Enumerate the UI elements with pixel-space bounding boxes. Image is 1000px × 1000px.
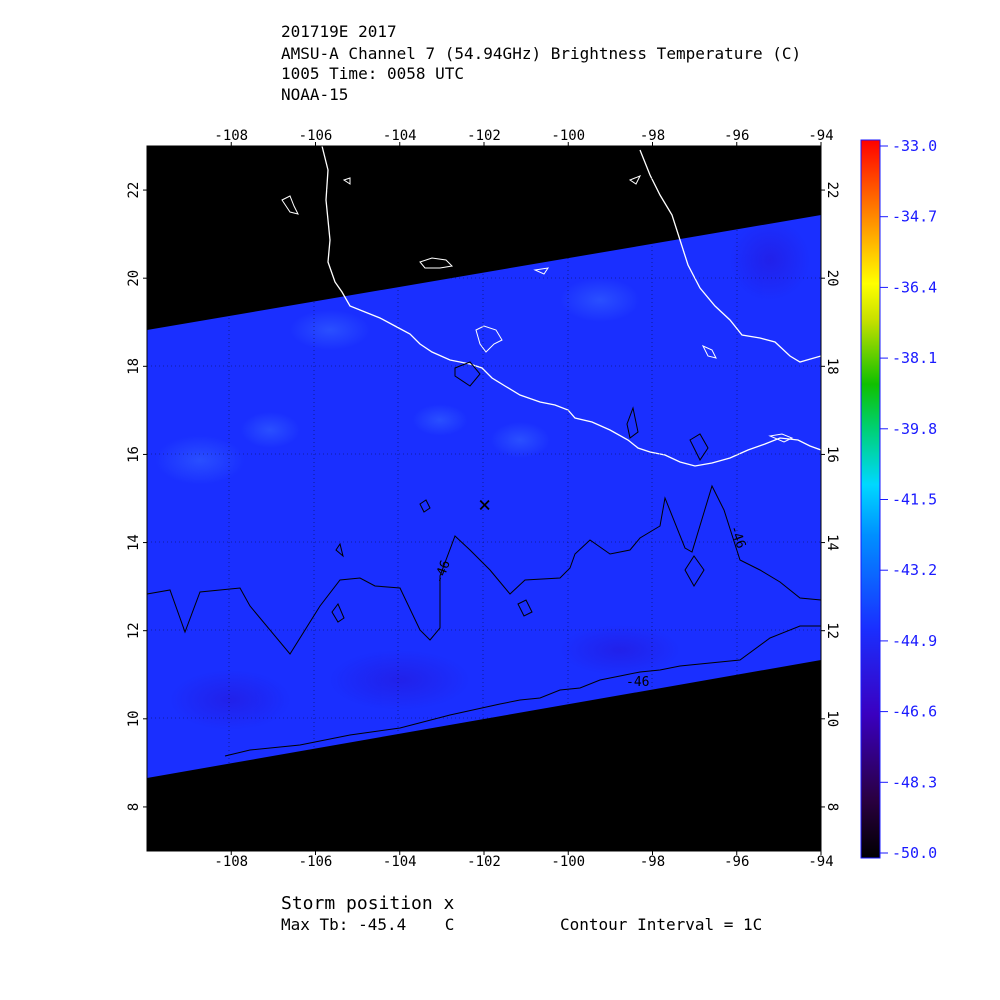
lat-tick-label: 16	[824, 446, 840, 463]
lon-tick-label: -94	[808, 128, 833, 144]
title-line-3: 1005 Time: 0058 UTC	[281, 64, 465, 83]
lon-tick-label: -100	[551, 128, 585, 144]
lon-tick-label: -106	[299, 128, 333, 144]
lat-tick-label: 8	[126, 803, 142, 811]
lat-tick-label: 10	[126, 710, 142, 727]
lat-tick-label: 18	[824, 358, 840, 375]
lat-tick-label: 12	[824, 622, 840, 639]
colorbar-tick-label: -34.7	[892, 208, 937, 226]
coastline	[321, 146, 821, 467]
contour-interval-readout: Contour Interval = 1C	[560, 915, 763, 934]
max-tb-readout: Max Tb: -45.4 C	[281, 915, 455, 934]
islands	[281, 175, 794, 443]
colorbar-tick-label: -33.0	[892, 137, 937, 155]
storm-position-legend: Storm position x	[281, 893, 455, 914]
latitude-ticks-left: 8 10 12 14 16 18 20 22	[126, 182, 147, 811]
lon-tick-label: -96	[724, 854, 749, 870]
colorbar-tick-label: -46.6	[892, 703, 937, 721]
lon-tick-label: -104	[383, 128, 417, 144]
longitude-ticks-top: -108 -106 -104 -102 -100 -98 -96 -94	[214, 128, 834, 146]
lon-tick-label: -108	[214, 128, 248, 144]
colorbar-tick-label: -38.1	[892, 349, 937, 367]
lat-tick-label: 20	[824, 270, 840, 287]
lon-tick-label: -96	[724, 128, 749, 144]
lon-tick-label: -106	[299, 854, 333, 870]
lon-tick-label: -94	[808, 854, 833, 870]
colorbar-tick-label: -41.5	[892, 491, 937, 509]
lon-tick-label: -98	[640, 854, 665, 870]
coastline-gulf	[639, 149, 821, 363]
lat-tick-label: 20	[126, 270, 142, 287]
storm-position-marker: ×	[478, 493, 491, 518]
latitude-ticks-right: 8 10 12 14 16 18 20 22	[821, 182, 840, 811]
lat-tick-label: 16	[126, 446, 142, 463]
contour-label: -46	[626, 675, 649, 690]
colorbar-tick-label: -44.9	[892, 632, 937, 650]
colorbar	[860, 139, 881, 859]
lat-tick-label: 14	[824, 534, 840, 551]
gridlines	[147, 146, 821, 851]
lat-tick-label: 8	[824, 803, 840, 811]
title-line-1: 201719E 2017	[281, 22, 397, 41]
contour-lines	[147, 361, 821, 757]
lon-tick-label: -108	[214, 854, 248, 870]
lat-tick-label: 12	[126, 622, 142, 639]
title-line-2: AMSU-A Channel 7 (54.94GHz) Brightness T…	[281, 44, 802, 63]
colorbar-tick-label: -43.2	[892, 561, 937, 579]
lon-tick-label: -102	[467, 128, 501, 144]
colorbar-ticks: -33.0 -34.7 -36.4 -38.1 -39.8 -41.5 -43.2 -44.9…	[880, 137, 937, 862]
colorbar-tick-label: -36.4	[892, 278, 937, 296]
lat-tick-label: 14	[126, 534, 142, 551]
colorbar-tick-label: -39.8	[892, 420, 937, 438]
lon-tick-label: -100	[551, 854, 585, 870]
lon-tick-label: -102	[467, 854, 501, 870]
lat-tick-label: 22	[824, 182, 840, 199]
colorbar-tick-label: -48.3	[892, 773, 937, 791]
lon-tick-label: -104	[383, 854, 417, 870]
lat-tick-label: 10	[824, 710, 840, 727]
colorbar-tick-label: -50.0	[892, 844, 937, 862]
lat-tick-label: 22	[126, 182, 142, 199]
longitude-ticks-bottom: -108 -106 -104 -102 -100 -98 -96 -94	[214, 851, 834, 870]
lat-tick-label: 18	[126, 358, 142, 375]
title-line-4: NOAA-15	[281, 85, 349, 104]
swath-texture	[155, 220, 810, 730]
lon-tick-label: -98	[640, 128, 665, 144]
